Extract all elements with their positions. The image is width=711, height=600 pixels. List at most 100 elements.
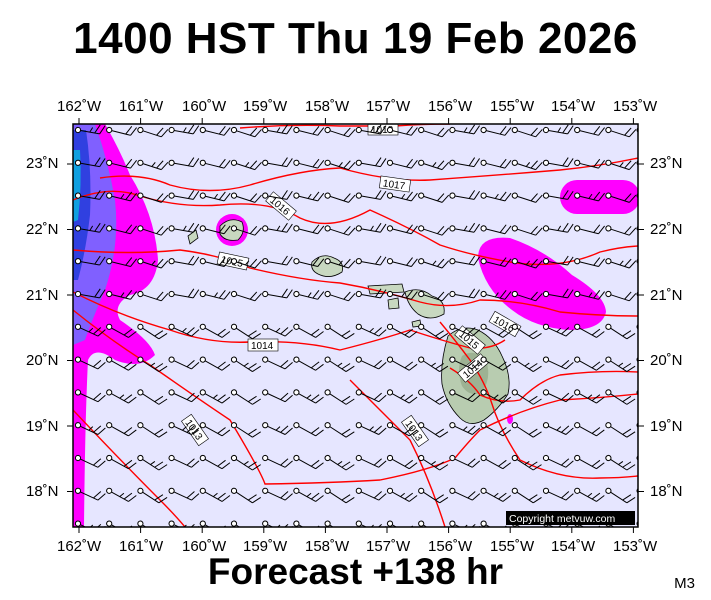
wind-barb [511, 356, 542, 373]
lon-label: 157˚W [366, 538, 411, 555]
wind-barb [293, 356, 324, 371]
wind-barb [418, 356, 449, 373]
wind-barb [386, 454, 418, 470]
wind-barb [106, 323, 137, 338]
wind-barb [511, 192, 543, 203]
isobar-label: 1014 [247, 338, 279, 352]
wind-barb [355, 487, 387, 501]
forecast-label: Forecast +138 hr [207, 551, 504, 592]
lon-label: 154˚W [551, 98, 596, 115]
wind-barb [542, 124, 574, 135]
wind-barb [355, 255, 387, 266]
wind-barb [199, 422, 231, 437]
wind-barb [605, 258, 637, 269]
wind-barb [199, 389, 231, 404]
wind-barb [355, 422, 387, 435]
svg-text:1014: 1014 [251, 341, 274, 352]
wind-barb [168, 157, 200, 168]
wind-barb [449, 124, 480, 135]
wind-barb [511, 389, 542, 405]
wind-barb [480, 290, 512, 300]
wind-barb [262, 190, 293, 200]
wind-barb [137, 126, 169, 138]
isobar-line [73, 309, 638, 485]
wind-barb [74, 124, 106, 135]
wind-barb [106, 191, 137, 202]
wind-barb [511, 225, 543, 236]
island-maui [404, 289, 445, 319]
lon-label: 160˚W [182, 98, 227, 115]
wind-barb [106, 422, 137, 437]
wind-barb [324, 323, 355, 340]
wind-barb [449, 520, 481, 527]
wind-barb [418, 290, 450, 302]
wind-barb [449, 389, 481, 403]
wind-barb [168, 222, 200, 233]
wind-barb [137, 192, 169, 203]
wind-barb [168, 124, 200, 135]
lat-label: 22˚N [26, 221, 59, 238]
wind-barb [199, 191, 231, 202]
wind-barb [293, 290, 325, 300]
wind-barb [293, 389, 324, 404]
wind-barb [355, 323, 387, 337]
wind-barb [74, 454, 106, 468]
lon-label: 162˚W [57, 98, 102, 115]
wind-barb [199, 224, 231, 235]
wind-barb [386, 257, 418, 268]
wind-barb [324, 159, 356, 171]
wind-barb [605, 389, 636, 405]
wind-barb [355, 454, 387, 468]
wind-barb [355, 520, 387, 527]
lat-label: 19˚N [650, 418, 683, 435]
wind-barb [542, 288, 574, 299]
wind-barb [199, 158, 231, 169]
wind-barb [324, 225, 356, 236]
lon-label: 154˚W [551, 538, 596, 555]
lat-label: 23˚N [26, 155, 59, 172]
wind-barb [480, 422, 512, 437]
wind-barb [199, 126, 231, 136]
wind-barb [605, 159, 637, 171]
wind-barb [511, 422, 542, 438]
island-oahu [311, 255, 344, 277]
wind-barb [293, 126, 325, 136]
wind-barb [480, 323, 512, 338]
wind-barb [574, 356, 605, 371]
wind-barb [74, 157, 106, 168]
wind-barb [137, 454, 168, 471]
wind-barb [480, 158, 512, 169]
wind-barb [324, 422, 355, 438]
wind-barb [324, 290, 356, 302]
wind-barb [574, 126, 605, 136]
wind-barb [293, 323, 324, 338]
isobar-line [73, 409, 186, 527]
wind-barb [262, 157, 293, 168]
wind-barb [574, 389, 605, 404]
lat-label: 18˚N [26, 483, 59, 500]
wind-barb [511, 258, 543, 269]
wind-barb [324, 389, 355, 405]
wind-barb [542, 487, 574, 501]
wind-barb [74, 222, 106, 233]
lon-label: 158˚W [305, 538, 350, 555]
island-lanai [387, 297, 400, 310]
wind-barb [386, 158, 418, 169]
wind-barb [74, 323, 106, 337]
wind-barb [262, 222, 293, 233]
isobar-line [73, 249, 638, 317]
model-code: M3 [674, 575, 695, 592]
wind-barb [605, 192, 637, 203]
wind-barb [293, 224, 325, 235]
wind-barb [74, 520, 106, 527]
wind-barb [106, 389, 137, 404]
wind-barb [418, 258, 450, 269]
wind-barb [324, 192, 356, 203]
wind-barb [137, 487, 168, 504]
wind-barb [418, 126, 450, 138]
wind-barb [293, 422, 324, 437]
lon-label: 155˚W [490, 98, 535, 115]
wind-barb [511, 126, 543, 138]
lon-label: 161˚W [119, 538, 164, 555]
